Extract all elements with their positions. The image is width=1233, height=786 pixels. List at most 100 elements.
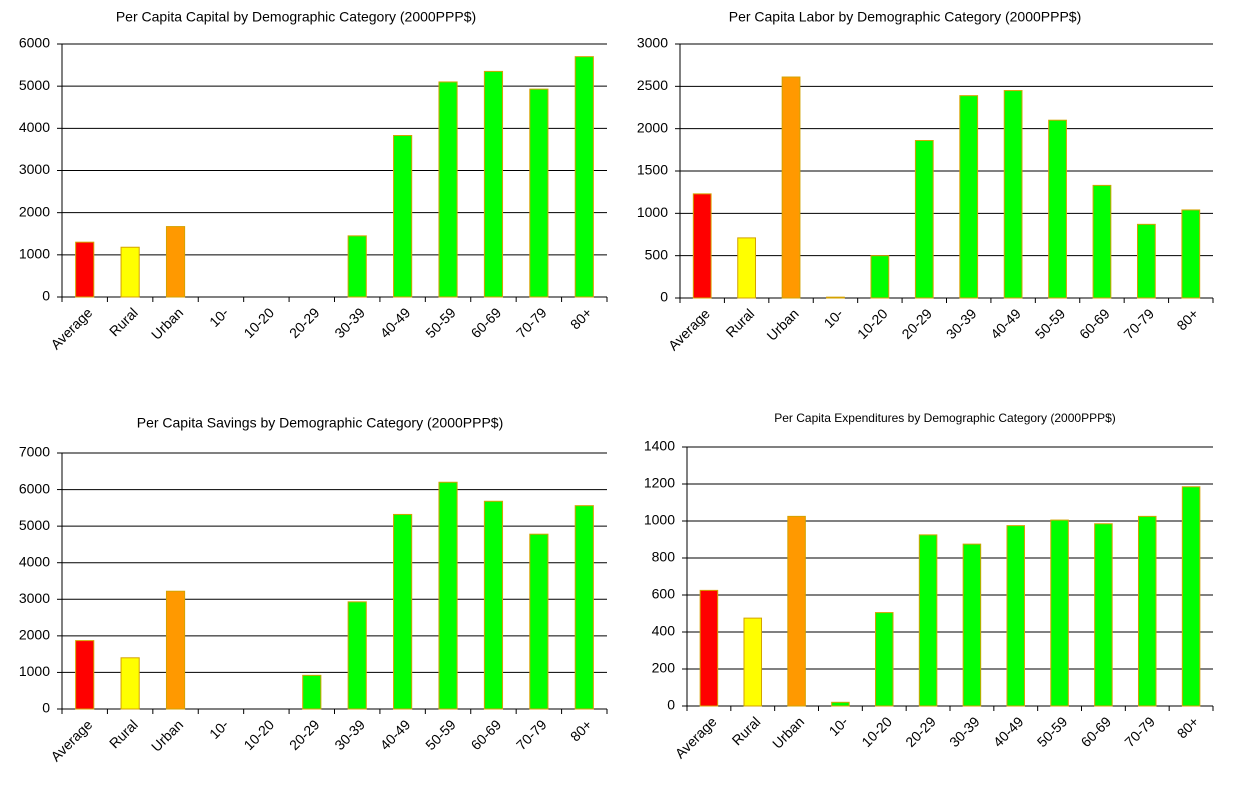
x-tick-label: 80+: [567, 304, 595, 332]
bar: [529, 88, 549, 298]
bar: [1092, 184, 1112, 299]
x-tick-label: 30-39: [946, 713, 983, 750]
bar: [787, 515, 806, 707]
x-tick-label: Rural: [729, 713, 764, 748]
x-tick-label: 20-29: [902, 713, 939, 750]
y-tick-label: 0: [42, 288, 50, 304]
bar: [914, 140, 934, 299]
bar: [347, 601, 367, 710]
bar: [75, 640, 95, 710]
y-tick-label: 0: [667, 697, 675, 713]
x-tick-label: 80+: [1174, 713, 1202, 741]
x-tick-label: 10-20: [858, 713, 895, 750]
x-tick-label: 50-59: [1034, 713, 1071, 750]
bar: [165, 590, 186, 710]
y-tick-label: 1000: [19, 663, 50, 679]
x-tick-label: 30-39: [943, 305, 980, 342]
y-tick-label: 2000: [637, 119, 668, 135]
x-tick-label: 30-39: [331, 304, 368, 341]
bar: [1048, 119, 1067, 299]
bar: [483, 70, 504, 298]
x-tick-label: 30-39: [331, 716, 368, 753]
y-tick-label: 200: [652, 660, 676, 676]
x-tick-label: 20-29: [286, 716, 323, 753]
x-tick-label: Urban: [148, 716, 186, 754]
x-tick-label: 50-59: [1032, 305, 1069, 342]
chart-panel: Per Capita Expenditures by Demographic C…: [644, 411, 1214, 761]
bar: [1181, 486, 1201, 707]
y-tick-label: 600: [652, 586, 676, 602]
bar: [874, 612, 894, 707]
bar: [165, 226, 186, 298]
y-tick-label: 3000: [19, 590, 50, 606]
x-tick-label: 10-: [826, 713, 852, 739]
x-tick-label: Urban: [769, 713, 807, 751]
bar: [574, 505, 594, 710]
x-tick-label: Urban: [763, 305, 801, 343]
bar: [831, 701, 850, 707]
bar: [483, 500, 504, 710]
x-tick-label: 40-49: [990, 713, 1027, 750]
bar: [692, 193, 712, 299]
x-tick-label: Rural: [106, 304, 141, 339]
y-tick-label: 1500: [637, 162, 668, 178]
y-tick-label: 1000: [637, 204, 668, 220]
y-tick-label: 4000: [19, 553, 50, 569]
y-tick-label: 3000: [19, 161, 50, 177]
x-tick-label: 50-59: [422, 716, 459, 753]
bar: [393, 513, 413, 710]
x-tick-label: 10-20: [854, 305, 891, 342]
x-tick-label: 40-49: [377, 716, 414, 753]
bar: [959, 95, 979, 299]
x-tick-label: 80+: [567, 716, 595, 744]
y-tick-label: 400: [652, 623, 676, 639]
y-tick-label: 2500: [637, 77, 668, 93]
bar: [962, 543, 982, 707]
x-tick-label: 10-: [206, 716, 232, 742]
x-tick-label: 20-29: [898, 305, 935, 342]
x-tick-label: Average: [665, 305, 713, 353]
x-tick-label: 50-59: [422, 304, 459, 341]
x-tick-label: Rural: [722, 305, 757, 340]
x-tick-label: Rural: [106, 716, 141, 751]
bar: [781, 76, 801, 299]
x-tick-label: 40-49: [377, 304, 414, 341]
x-tick-label: Average: [47, 716, 95, 764]
y-tick-label: 3000: [637, 35, 668, 51]
bar: [1136, 223, 1156, 299]
bar: [826, 296, 845, 299]
x-tick-label: 60-69: [1076, 305, 1113, 342]
x-tick-label: 20-29: [286, 304, 323, 341]
bar: [347, 235, 367, 298]
bar: [302, 674, 322, 710]
bar: [120, 246, 140, 298]
x-tick-label: 70-79: [513, 304, 550, 341]
bar: [1094, 523, 1113, 707]
y-tick-label: 2000: [19, 627, 50, 643]
bar: [1003, 90, 1023, 299]
x-tick-label: Urban: [148, 304, 186, 342]
y-tick-label: 2000: [19, 203, 50, 219]
chart-panel: Per Capita Savings by Demographic Catego…: [19, 415, 608, 764]
x-tick-label: 60-69: [468, 716, 505, 753]
y-tick-label: 5000: [19, 517, 50, 533]
y-tick-label: 800: [652, 549, 676, 565]
x-tick-label: 70-79: [513, 716, 550, 753]
bar: [737, 237, 757, 299]
x-tick-label: 60-69: [1078, 713, 1115, 750]
y-tick-label: 1000: [19, 246, 50, 262]
chart-panel: Per Capita Capital by Demographic Catego…: [19, 9, 608, 352]
x-tick-label: 80+: [1173, 305, 1201, 333]
x-tick-label: 10-20: [240, 304, 277, 341]
bar: [699, 589, 719, 707]
bar: [75, 241, 95, 298]
y-tick-label: 6000: [19, 480, 50, 496]
bar: [120, 657, 140, 710]
x-tick-label: 60-69: [468, 304, 505, 341]
y-tick-label: 0: [42, 700, 50, 716]
y-tick-label: 6000: [19, 35, 50, 51]
y-tick-label: 0: [660, 289, 668, 305]
x-tick-label: Average: [672, 713, 720, 761]
chart-panel: Per Capita Labor by Demographic Category…: [637, 9, 1214, 353]
